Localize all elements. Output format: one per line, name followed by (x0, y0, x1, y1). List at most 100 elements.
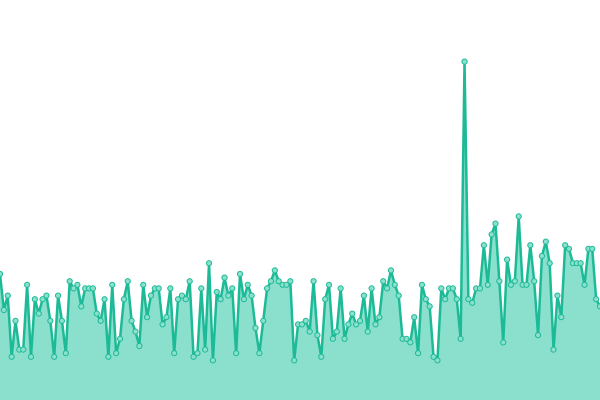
data-point (562, 242, 569, 249)
data-point (120, 296, 127, 303)
data-point (418, 281, 426, 288)
data-point (387, 267, 395, 274)
data-point (507, 281, 515, 288)
data-point (322, 296, 329, 303)
data-point (554, 292, 561, 299)
data-point (523, 281, 530, 288)
data-point (167, 285, 174, 292)
data-point (360, 292, 367, 299)
data-point (422, 296, 429, 303)
data-point (314, 332, 321, 339)
data-point (113, 350, 120, 357)
data-point (20, 346, 27, 353)
data-point (39, 296, 46, 303)
data-point (54, 292, 62, 299)
data-point (383, 285, 391, 292)
data-point (205, 260, 213, 267)
data-point (291, 357, 298, 364)
data-point (70, 285, 77, 292)
data-point (97, 317, 104, 324)
data-point (8, 353, 15, 360)
data-point (376, 314, 383, 321)
data-point (155, 285, 162, 292)
data-point (287, 278, 294, 285)
data-point (198, 285, 205, 292)
data-point (105, 353, 112, 360)
data-point (484, 281, 491, 288)
data-point (93, 310, 100, 317)
data-point (66, 278, 73, 285)
data-point (263, 285, 271, 292)
data-point (306, 328, 313, 335)
data-point (356, 317, 364, 324)
data-point (527, 242, 534, 249)
data-point (12, 317, 19, 324)
data-point (116, 335, 124, 342)
data-point (101, 296, 108, 303)
data-point (4, 292, 11, 299)
data-point (364, 328, 371, 335)
data-point (349, 310, 356, 317)
data-point (589, 245, 596, 252)
data-point (414, 350, 422, 357)
data-point (515, 213, 522, 220)
data-point (542, 238, 549, 245)
data-point (461, 58, 468, 65)
data-point (438, 285, 445, 292)
data-point (337, 285, 344, 292)
data-point (213, 288, 220, 296)
data-point (283, 281, 290, 288)
data-point (480, 242, 487, 249)
data-point (372, 321, 379, 328)
data-point (298, 321, 306, 328)
area-fill (0, 61, 600, 400)
data-point (407, 339, 414, 346)
data-point (47, 317, 54, 324)
data-point (345, 321, 352, 328)
data-point (225, 292, 232, 299)
data-point (217, 296, 224, 303)
data-point (380, 278, 387, 285)
data-point (488, 231, 495, 238)
data-point (492, 220, 499, 227)
data-point (577, 260, 584, 267)
data-point (109, 281, 116, 288)
data-point (333, 328, 340, 335)
data-point (78, 303, 85, 310)
data-point (43, 292, 50, 299)
data-point (403, 335, 410, 342)
data-point (267, 278, 275, 285)
data-point (430, 353, 437, 360)
data-point (132, 328, 139, 335)
data-point (368, 285, 375, 292)
data-point (534, 332, 542, 339)
data-point (558, 314, 565, 321)
data-point (124, 278, 131, 285)
data-point (74, 281, 81, 288)
data-point (194, 350, 201, 357)
data-point (136, 342, 143, 350)
data-point (581, 281, 588, 288)
data-point (275, 278, 282, 285)
data-point (236, 270, 244, 278)
data-point (202, 346, 209, 353)
data-point (453, 296, 460, 303)
data-point (302, 317, 309, 324)
data-point (256, 350, 263, 357)
data-point (511, 278, 518, 285)
data-point (233, 350, 240, 357)
data-point (503, 256, 511, 263)
data-point (252, 324, 259, 332)
data-point (244, 281, 251, 288)
data-point (174, 296, 182, 303)
data-point (500, 339, 507, 346)
data-point (426, 303, 433, 310)
data-point (318, 353, 325, 360)
data-point (546, 260, 553, 267)
data-point (221, 274, 228, 281)
data-point (469, 299, 476, 306)
data-point (449, 285, 457, 292)
data-point (260, 317, 267, 324)
data-point (140, 281, 147, 288)
